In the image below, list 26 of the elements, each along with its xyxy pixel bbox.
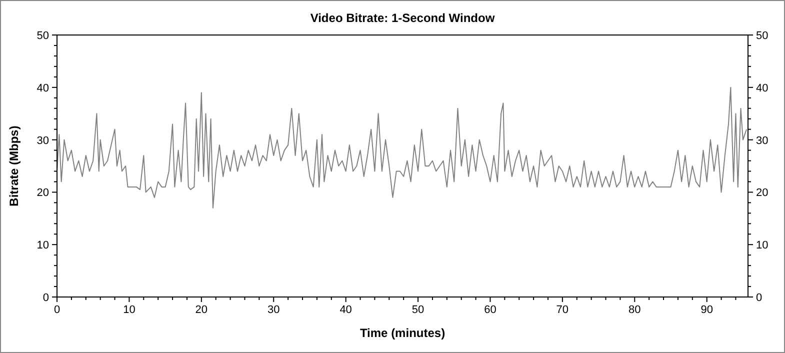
y2-tick-label: 10 <box>756 240 768 252</box>
x-axis-title: Time (minutes) <box>360 326 446 340</box>
y-tick-label: 30 <box>36 134 49 147</box>
y-axis-title: Bitrate (Mbps) <box>7 126 21 206</box>
x-tick-label: 90 <box>700 304 713 316</box>
y2-tick-label: 0 <box>756 292 762 304</box>
y-tick-label: 0 <box>42 292 49 304</box>
y-tick-label: 40 <box>36 82 49 94</box>
y-tick-label: 10 <box>36 240 49 252</box>
y2-tick-label: 20 <box>756 187 768 200</box>
x-tick-label: 30 <box>267 304 280 316</box>
x-tick-label: 60 <box>484 304 496 316</box>
x-tick-label: 40 <box>340 304 352 316</box>
chart-title: Video Bitrate: 1-Second Window <box>310 11 496 25</box>
y-tick-label: 20 <box>36 187 49 200</box>
x-tick-label: 10 <box>123 304 136 316</box>
y2-tick-label: 30 <box>756 134 768 147</box>
y-tick-label: 50 <box>36 30 49 42</box>
x-tick-label: 50 <box>412 304 424 316</box>
line-series <box>56 86 748 208</box>
x-tick-label: 70 <box>556 304 569 316</box>
x-tick-label: 80 <box>628 304 641 316</box>
y2-tick-label: 50 <box>756 30 768 42</box>
x-tick-label: 20 <box>195 304 208 316</box>
y2-tick-label: 40 <box>756 82 768 94</box>
x-tick-label: 0 <box>54 304 60 316</box>
